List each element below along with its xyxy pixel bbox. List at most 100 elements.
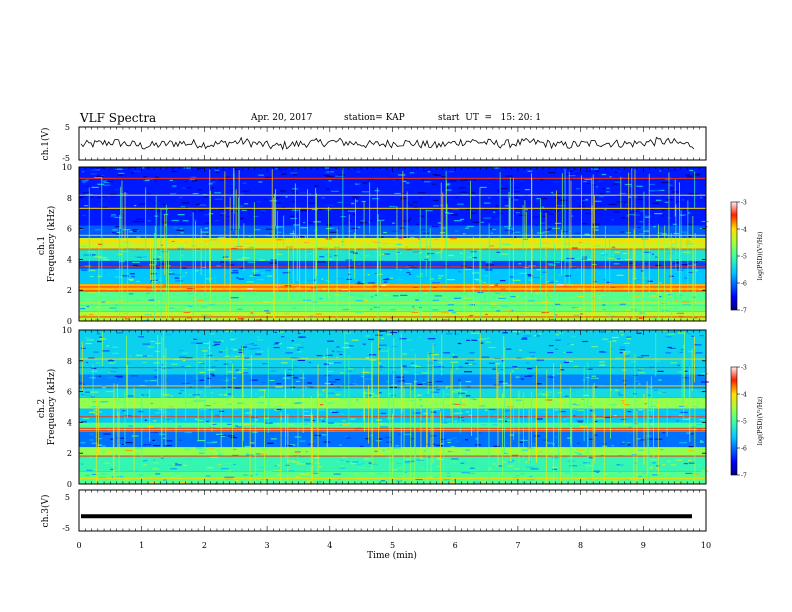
spectrogram-speck [129,257,138,259]
spectrogram-speck [218,236,226,238]
spectrogram-speck [370,463,378,465]
spectrogram-speck [458,187,467,189]
spectrogram-streak [450,369,452,417]
spectrogram-speck [175,274,182,276]
spectrogram-speck [247,288,253,290]
spectrogram-speck [102,180,108,182]
spectrogram-streak [355,199,356,253]
spectrogram-speck [640,270,644,272]
spectrogram-speck [536,383,542,385]
spectrogram-speck [237,318,245,320]
spectrogram-speck [648,419,652,422]
spectrogram-speck [248,235,252,238]
spectrogram-speck [299,336,306,338]
spectrogram-speck [152,439,156,441]
spectrogram-streak [561,173,563,261]
spectrogram-speck [451,312,456,314]
spectrogram-speck [273,469,281,472]
spectrogram-speck [683,251,691,253]
spectrogram-speck [163,355,166,358]
spectrogram-speck [555,280,558,282]
spectrogram-speck [264,417,269,419]
spectrogram-speck [225,258,230,260]
spectrogram-speck [469,363,473,365]
spectrogram-speck [621,334,624,336]
spectrogram-speck [334,255,338,257]
spectrogram-speck [617,392,621,394]
spectrogram-speck [155,473,161,475]
spectrogram-streak [287,414,289,484]
spectrogram-speck [445,439,452,441]
spectrogram-speck [688,271,694,274]
spectrogram-speck [277,403,285,405]
spectrogram-speck [482,282,487,284]
spectrogram-speck [664,207,669,209]
spectrogram-streak [160,208,162,321]
spectrogram-speck [421,229,428,231]
spectrogram-speck [630,361,637,363]
spectrogram-streak [317,364,319,477]
spectrogram-speck [428,400,435,402]
spectrogram-speck [324,374,332,377]
spectrogram-speck [338,174,346,176]
spectrogram-speck [395,343,398,345]
spectrogram-speck [120,250,127,252]
spectrogram-streak [694,403,696,484]
spectrogram-speck [329,231,338,233]
spectrogram-speck [575,257,582,259]
spectrogram-speck [94,435,102,437]
spectrogram-streak [311,414,313,484]
spectrogram-speck [347,294,356,296]
spectrogram-speck [97,175,100,177]
ch3-waveform-ylabel: ch.3(V) [40,495,51,528]
spectrogram-speck [504,229,511,231]
spectrogram-speck [92,293,96,295]
spectrogram-speck [579,449,584,451]
spectrogram-speck [476,339,481,341]
spectrogram-speck [446,448,454,450]
spectrogram-speck [256,279,264,281]
spectrogram-speck [503,461,508,463]
spectrogram-speck [669,347,676,349]
spectrogram-speck [300,415,307,417]
spectrogram-speck [427,383,434,385]
spectrogram-speck [270,370,277,372]
spectrogram-speck [638,313,647,315]
spectrogram-speck [570,479,576,481]
spectrogram-speck [525,461,528,463]
spectrogram-streak [668,172,670,250]
spectrogram-speck [348,299,351,301]
spectrogram-speck [532,443,537,445]
spectrogram-speck [564,472,572,474]
spectrogram-speck [592,297,595,299]
spectrogram-streak [120,186,122,230]
spectrogram-speck [114,276,123,278]
spectrogram-streak [127,229,129,321]
spectrogram-speck [555,334,559,336]
spectrogram-speck [486,337,490,339]
spectrogram-speck [115,268,119,270]
spectrogram-speck [580,315,586,317]
spectrogram-speck [355,463,363,465]
spectrogram-speck [187,293,193,295]
spectrogram-streak [609,238,611,321]
spectrogram-streak [674,179,676,217]
spectrogram-speck [350,204,355,206]
spectrogram-speck [110,215,117,218]
spectrogram-speck [328,362,334,364]
spectrogram-speck [369,417,372,419]
spectrogram-speck [225,470,232,472]
spectrogram-speck [386,381,389,383]
spectrogram-speck [301,357,308,359]
spectrogram-speck [608,404,617,406]
spectrogram-speck [117,476,124,478]
spectrogram-speck [432,443,436,445]
spectrogram-speck [247,261,256,263]
spectrogram-speck [89,456,93,458]
spectrogram-speck [446,472,451,474]
spectrogram-speck [457,203,464,205]
spectrogram-speck [688,429,697,431]
spectrogram-speck [454,230,459,232]
spectrogram-streak [504,347,505,454]
spectrogram-speck [659,225,665,228]
